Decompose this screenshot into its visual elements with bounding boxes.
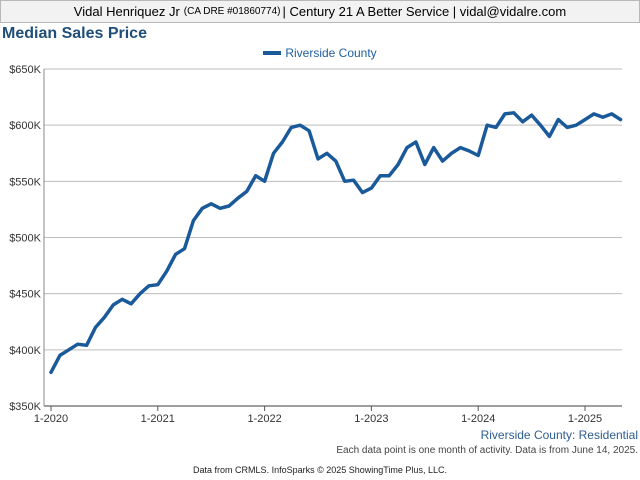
data-point — [263, 180, 266, 183]
data-point — [49, 371, 53, 374]
data-point — [592, 112, 596, 116]
data-point — [316, 157, 320, 161]
y-tick-label: $550K — [9, 176, 41, 188]
data-point — [290, 126, 293, 129]
data-point — [610, 112, 613, 116]
data-point — [236, 197, 240, 200]
data-point — [503, 112, 507, 116]
data-point — [548, 135, 551, 138]
data-point — [218, 207, 222, 210]
data-point — [432, 146, 435, 149]
data-point — [112, 303, 115, 307]
chart-series — [49, 111, 623, 375]
data-point — [583, 118, 587, 121]
data-point — [325, 152, 329, 155]
data-point — [396, 163, 400, 166]
data-point — [405, 146, 409, 149]
legend-label: Riverside County — [285, 46, 377, 60]
data-point — [76, 343, 79, 346]
data-point — [299, 124, 302, 127]
data-point — [468, 149, 471, 153]
x-tick-label: 1-2023 — [354, 413, 388, 425]
data-point — [174, 253, 177, 256]
chart-title: Median Sales Price — [2, 25, 147, 42]
data-point — [281, 140, 284, 144]
data-point — [103, 316, 106, 319]
data-point — [388, 174, 391, 177]
agent-name: Vidal Henriquez Jr — [73, 4, 180, 19]
data-point — [227, 204, 231, 208]
data-point — [58, 354, 62, 357]
data-point — [574, 124, 578, 127]
data-point — [147, 284, 151, 287]
data-point — [272, 152, 275, 155]
chart-legend: Riverside County — [0, 46, 640, 60]
legend-swatch — [263, 51, 282, 55]
data-point — [423, 163, 426, 166]
data-point — [370, 186, 373, 190]
x-tick-label: 1-2022 — [247, 413, 281, 425]
data-point — [539, 124, 542, 127]
data-point — [414, 140, 418, 144]
data-point — [361, 191, 364, 194]
data-point — [485, 124, 489, 127]
agent-contact: | Century 21 A Better Service | vidal@vi… — [282, 4, 567, 19]
agent-license: (CA DRE #01860774) — [183, 6, 281, 17]
y-tick-label: $350K — [9, 401, 41, 413]
data-point — [67, 348, 71, 351]
data-point — [85, 344, 88, 347]
x-tick-label: 1-2025 — [568, 413, 602, 425]
x-tick-label: 1-2020 — [34, 413, 68, 425]
series-line — [49, 111, 623, 375]
agent-header: Vidal Henriquez Jr (CA DRE #01860774) | … — [0, 0, 640, 23]
data-point — [352, 179, 355, 182]
data-point — [512, 111, 515, 115]
data-point — [156, 283, 159, 286]
y-tick-label: $400K — [9, 345, 41, 357]
data-point — [129, 302, 133, 305]
data-point — [494, 126, 498, 129]
data-point — [254, 174, 257, 177]
data-point — [245, 190, 248, 193]
data-point — [566, 126, 569, 129]
data-point — [192, 219, 195, 222]
y-tick-label: $600K — [9, 120, 41, 132]
data-point — [165, 270, 168, 273]
x-tick-label: 1-2021 — [141, 413, 175, 425]
data-point — [379, 174, 382, 177]
data-point — [459, 146, 462, 149]
data-point — [334, 159, 337, 163]
data-point — [450, 152, 453, 155]
chart-axes: $350K $400K $450K $500K $550K $600K $650K 1-202… — [9, 64, 602, 425]
data-point — [183, 247, 186, 250]
y-tick-label: $500K — [9, 233, 41, 245]
data-point — [441, 159, 444, 163]
data-point — [530, 113, 533, 117]
data-credit: Data from CRMLS. InfoSparks © 2025 Showi… — [193, 465, 447, 475]
data-point — [94, 326, 97, 329]
data-point — [601, 116, 604, 119]
y-tick-label: $650K — [9, 64, 41, 76]
data-point — [619, 118, 622, 121]
data-point — [138, 292, 142, 295]
data-point — [343, 180, 346, 183]
data-point — [477, 154, 480, 157]
data-point — [557, 118, 560, 121]
data-point — [121, 298, 124, 301]
region-label: Riverside County: Residential — [480, 428, 638, 442]
data-point — [201, 207, 204, 210]
data-point — [521, 120, 524, 124]
data-note: Each data point is one month of activity… — [336, 445, 638, 456]
x-tick-label: 1-2024 — [461, 413, 495, 425]
data-point — [307, 129, 311, 132]
data-point — [210, 202, 213, 205]
y-tick-label: $450K — [9, 289, 41, 301]
